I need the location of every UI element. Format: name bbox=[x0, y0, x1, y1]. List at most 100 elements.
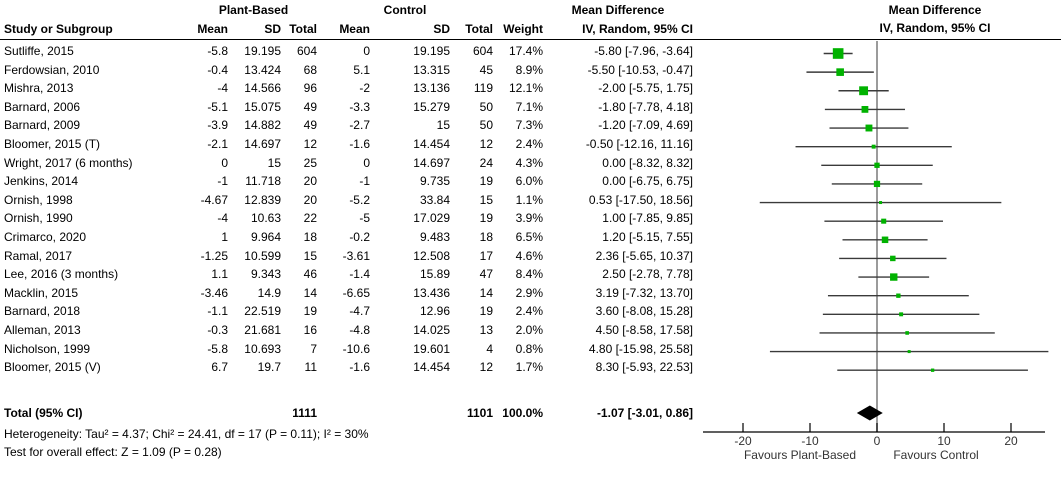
control-mean: -0.2 bbox=[349, 229, 370, 244]
control-sd: 13.436 bbox=[413, 285, 450, 300]
plant-sd: 21.681 bbox=[244, 322, 281, 337]
study-name: Barnard, 2009 bbox=[4, 118, 81, 133]
control-total: 19 bbox=[479, 211, 493, 226]
col-header-plant-mean: Mean bbox=[197, 22, 228, 36]
effect-marker bbox=[836, 68, 844, 76]
plant-sd: 14.697 bbox=[244, 136, 281, 151]
ci-text: -0.50 [-12.16, 11.16] bbox=[585, 136, 693, 151]
effect-marker bbox=[907, 350, 911, 354]
control-total: 604 bbox=[472, 44, 493, 58]
plant-sd: 22.519 bbox=[244, 304, 281, 319]
axis-tick-label: 10 bbox=[937, 434, 951, 448]
control-sd: 12.508 bbox=[413, 248, 450, 263]
weight: 4.6% bbox=[515, 248, 543, 263]
ci-text: 0.53 [-17.50, 18.56] bbox=[588, 192, 693, 207]
table-row: Barnard, 2018 -1.1 22.519 19 -4.7 12.96 19 2.4%… bbox=[0, 302, 693, 321]
effect-marker bbox=[871, 144, 876, 149]
study-name: Nicholson, 1999 bbox=[4, 341, 91, 356]
control-total: 13 bbox=[479, 322, 493, 337]
favours-right-label: Favours Control bbox=[893, 448, 978, 462]
control-mean: -5 bbox=[359, 211, 370, 226]
study-name: Lee, 2016 (3 months) bbox=[4, 267, 119, 282]
control-sd: 14.025 bbox=[413, 322, 450, 337]
group-header-mean-difference-plot: Mean Difference bbox=[888, 3, 982, 17]
plant-mean: -3.46 bbox=[200, 285, 228, 300]
control-mean: -4.7 bbox=[349, 304, 370, 319]
group-header-plant-based: Plant-Based bbox=[218, 3, 289, 17]
plant-sd: 10.693 bbox=[244, 341, 281, 356]
total-label: Total (95% CI) bbox=[4, 406, 83, 420]
plant-total: 12 bbox=[303, 136, 317, 151]
table-row: Jenkins, 2014 -1 11.718 20 -1 9.735 19 6.0% 0.00… bbox=[0, 172, 693, 191]
total-control-n: 1101 bbox=[466, 406, 493, 420]
control-mean: -6.65 bbox=[342, 285, 370, 300]
weight: 3.9% bbox=[515, 211, 543, 226]
control-mean: -3.61 bbox=[342, 248, 370, 263]
plant-mean: -0.3 bbox=[207, 322, 228, 337]
plant-mean: 6.7 bbox=[211, 360, 228, 375]
control-total: 50 bbox=[479, 118, 493, 133]
weight: 2.9% bbox=[515, 285, 543, 300]
effect-marker bbox=[930, 368, 935, 372]
effect-marker bbox=[859, 86, 869, 96]
total-diamond bbox=[856, 405, 883, 421]
ci-text: 0.00 [-6.75, 6.75] bbox=[602, 174, 693, 189]
ci-text: 4.50 [-8.58, 17.58] bbox=[595, 322, 693, 337]
plant-mean: -4 bbox=[217, 211, 228, 226]
control-total: 15 bbox=[479, 192, 493, 207]
plant-mean: 1 bbox=[221, 229, 228, 244]
axis-tick-label: -20 bbox=[734, 434, 752, 448]
control-total: 24 bbox=[479, 155, 493, 170]
weight: 6.0% bbox=[515, 174, 543, 189]
table-row: Ramal, 2017 -1.25 10.599 15 -3.61 12.508 17 4.6… bbox=[0, 247, 693, 266]
col-header-plant-total: Total bbox=[289, 22, 317, 36]
plant-sd: 19.195 bbox=[244, 44, 281, 58]
weight: 12.1% bbox=[508, 81, 543, 96]
table-row: Ornish, 1998 -4.67 12.839 20 -5.2 33.84 15 1.1%… bbox=[0, 191, 693, 210]
plant-total: 604 bbox=[296, 44, 317, 58]
control-total: 12 bbox=[479, 136, 493, 151]
study-name: Alleman, 2013 bbox=[4, 322, 81, 337]
control-total: 4 bbox=[486, 341, 493, 356]
total-ci: -1.07 [-3.01, 0.86] bbox=[596, 406, 693, 420]
col-header-iv-ci-plot: IV, Random, 95% CI bbox=[879, 21, 991, 35]
control-total: 19 bbox=[479, 174, 493, 189]
plant-total: 68 bbox=[303, 62, 317, 77]
plant-sd: 13.424 bbox=[244, 62, 281, 77]
plant-total: 25 bbox=[303, 155, 317, 170]
weight: 17.4% bbox=[508, 44, 543, 58]
plant-total: 49 bbox=[303, 118, 317, 133]
plant-total: 18 bbox=[303, 229, 317, 244]
table-row: Bloomer, 2015 (T) -2.1 14.697 12 -1.6 14.454 1… bbox=[0, 135, 693, 154]
control-sd: 12.96 bbox=[419, 304, 450, 319]
ci-text: 2.50 [-2.78, 7.78] bbox=[602, 267, 693, 282]
ci-text: 1.00 [-7.85, 9.85] bbox=[602, 211, 693, 226]
favours-left-label: Favours Plant-Based bbox=[744, 448, 856, 462]
total-plant-n: 1111 bbox=[292, 406, 317, 420]
plant-sd: 14.882 bbox=[244, 118, 281, 133]
study-name: Crimarco, 2020 bbox=[4, 229, 87, 244]
plant-mean: -1.1 bbox=[207, 304, 228, 319]
study-name: Barnard, 2006 bbox=[4, 99, 81, 114]
control-mean: -10.6 bbox=[342, 341, 370, 356]
ci-text: 4.80 [-15.98, 25.58] bbox=[588, 341, 693, 356]
table-row: Macklin, 2015 -3.46 14.9 14 -6.65 13.436 14 2.9… bbox=[0, 284, 693, 303]
ci-text: 8.30 [-5.93, 22.53] bbox=[595, 360, 693, 375]
study-name: Ferdowsian, 2010 bbox=[4, 62, 100, 77]
group-header-control: Control bbox=[383, 3, 427, 17]
control-sd: 13.136 bbox=[413, 81, 450, 96]
plant-total: 16 bbox=[303, 322, 317, 337]
weight: 2.4% bbox=[515, 136, 543, 151]
col-header-plant-sd: SD bbox=[264, 22, 281, 36]
control-mean: -2 bbox=[359, 81, 370, 96]
study-rows-container: Sutliffe, 2015 -5.8 19.195 604 0 19.195 604 17.… bbox=[0, 42, 693, 377]
control-sd: 15.279 bbox=[413, 99, 450, 114]
col-header-iv-ci-text: IV, Random, 95% CI bbox=[582, 22, 693, 36]
plant-mean: -1.25 bbox=[200, 248, 228, 263]
control-sd: 9.483 bbox=[419, 229, 450, 244]
control-total: 19 bbox=[479, 304, 493, 319]
plant-total: 46 bbox=[303, 267, 317, 282]
plant-mean: -0.4 bbox=[207, 62, 228, 77]
plant-total: 7 bbox=[310, 341, 317, 356]
